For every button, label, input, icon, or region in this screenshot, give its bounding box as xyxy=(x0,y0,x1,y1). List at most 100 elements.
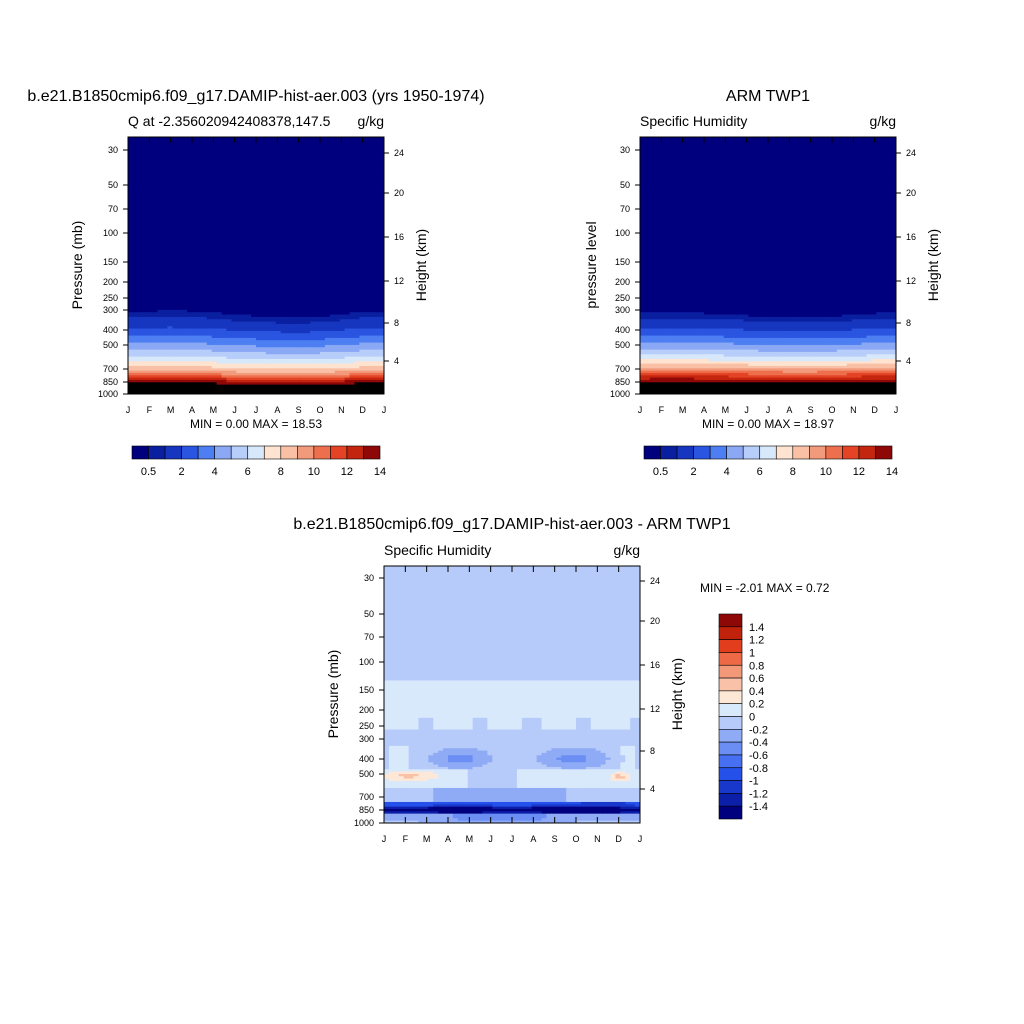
heatmap-cell xyxy=(182,188,188,192)
heatmap-cell xyxy=(211,253,218,257)
heatmap-cell xyxy=(329,225,336,229)
heatmap-cell xyxy=(310,155,316,159)
heatmap-cell xyxy=(236,251,242,255)
heatmap-cell xyxy=(147,326,154,329)
heatmap-cell xyxy=(206,326,213,329)
heatmap-cell xyxy=(354,158,360,161)
heatmap-cell xyxy=(216,137,222,140)
heatmap-cell xyxy=(147,214,154,217)
heatmap-cell xyxy=(339,179,346,182)
heatmap-cell xyxy=(324,176,331,180)
heatmap-cell xyxy=(216,225,222,229)
heatmap-cell xyxy=(162,293,168,297)
heatmap-cell xyxy=(295,284,301,287)
heatmap-cell xyxy=(226,181,232,185)
heatmap-cell xyxy=(172,158,178,161)
heatmap-cell xyxy=(305,330,311,334)
heatmap-cell xyxy=(147,309,154,313)
heatmap-cell xyxy=(369,179,375,182)
heatmap-cell xyxy=(265,349,272,353)
heatmap-cell xyxy=(196,260,203,264)
heatmap-cell xyxy=(379,323,385,327)
heatmap-cell xyxy=(359,337,365,341)
heatmap-cell xyxy=(364,344,370,348)
heatmap-cell xyxy=(374,351,380,355)
heatmap-cell xyxy=(132,165,139,168)
heatmap-cell xyxy=(172,337,178,341)
heatmap-cell xyxy=(251,288,257,292)
heatmap-cell xyxy=(359,218,365,222)
heatmap-cell xyxy=(251,281,257,285)
heatmap-cell xyxy=(226,242,232,245)
heatmap-cell xyxy=(128,246,134,250)
heatmap-cell xyxy=(137,237,144,241)
heatmap-cell xyxy=(211,251,218,255)
heatmap-cell xyxy=(201,291,208,294)
heatmap-cell xyxy=(172,141,178,145)
heatmap-cell xyxy=(226,330,232,334)
heatmap-cell xyxy=(132,167,139,171)
heatmap-cell xyxy=(379,225,385,229)
heatmap-cell xyxy=(300,214,306,217)
heatmap-cell xyxy=(260,291,267,294)
heatmap-cell xyxy=(152,232,158,236)
heatmap-cell xyxy=(137,319,144,322)
heatmap-cell xyxy=(128,326,134,329)
heatmap-cell xyxy=(147,232,154,236)
heatmap-cell xyxy=(132,193,139,196)
heatmap-cell xyxy=(147,281,154,285)
heatmap-cell xyxy=(157,274,163,278)
heatmap-cell xyxy=(128,195,134,199)
heatmap-cell xyxy=(167,337,173,341)
heatmap-cell xyxy=(320,251,326,255)
heatmap-cell xyxy=(295,316,301,320)
heatmap-cell xyxy=(379,319,385,322)
heatmap-cell xyxy=(137,351,144,355)
heatmap-cell xyxy=(162,188,168,192)
heatmap-cell xyxy=(379,263,385,266)
heatmap-cell xyxy=(260,141,267,145)
heatmap-cell xyxy=(137,246,144,250)
heatmap-cell xyxy=(241,281,247,285)
heatmap-cell xyxy=(379,251,385,255)
heatmap-cell xyxy=(226,162,232,166)
heatmap-cell xyxy=(157,284,163,287)
heatmap-cell xyxy=(147,235,154,238)
heatmap-cell xyxy=(192,214,198,217)
heatmap-cell xyxy=(320,197,326,201)
heatmap-cell xyxy=(137,162,144,166)
heatmap-cell xyxy=(329,195,336,199)
heatmap-cell xyxy=(231,237,237,241)
heatmap-cell xyxy=(172,323,178,327)
heatmap-cell xyxy=(344,274,350,278)
heatmap-cell xyxy=(221,295,227,299)
heatmap-cell xyxy=(206,239,213,243)
heatmap-cell xyxy=(216,249,222,252)
heatmap-cell xyxy=(329,312,336,315)
heatmap-cell xyxy=(241,300,247,304)
heatmap-cell xyxy=(246,204,252,208)
heatmap-cell xyxy=(324,204,331,208)
heatmap-cell xyxy=(379,146,385,150)
heatmap-cell xyxy=(157,204,163,208)
heatmap-cell xyxy=(265,267,272,271)
heatmap-cell xyxy=(251,190,257,194)
heatmap-cell xyxy=(300,307,306,311)
heatmap-cell xyxy=(226,305,232,308)
heatmap-cell xyxy=(329,158,336,161)
heatmap-cell xyxy=(246,347,252,351)
heatmap-cell xyxy=(374,176,380,180)
heatmap-cell xyxy=(192,146,198,150)
heatmap-cell xyxy=(206,223,213,227)
heatmap-cell xyxy=(374,295,380,299)
heatmap-cell xyxy=(349,279,355,283)
heatmap-cell xyxy=(216,211,222,215)
heatmap-cell xyxy=(329,295,336,299)
heatmap-cell xyxy=(359,144,365,147)
heatmap-cell xyxy=(310,162,316,166)
heatmap-cell xyxy=(246,139,252,143)
heatmap-cell xyxy=(256,183,262,187)
heatmap-cell xyxy=(379,305,385,308)
heatmap-cell xyxy=(241,228,247,231)
heatmap-cell xyxy=(260,337,267,341)
